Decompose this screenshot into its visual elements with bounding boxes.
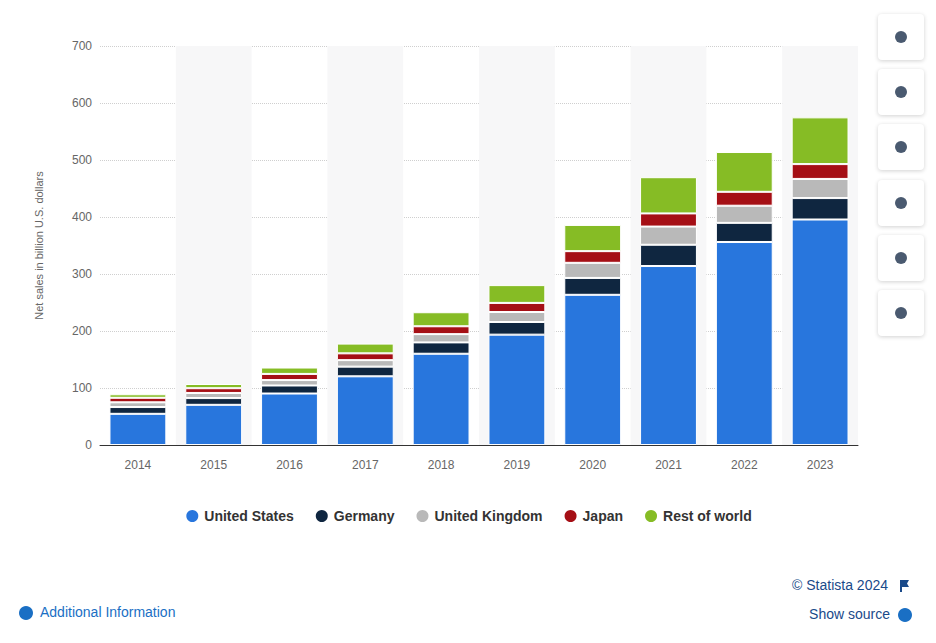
svg-text:2014: 2014 [125,458,152,472]
svg-text:Additional Information: Additional Information [40,604,175,620]
svg-text:United States: United States [204,508,294,524]
svg-text:2021: 2021 [655,458,682,472]
svg-text:United Kingdom: United Kingdom [434,508,542,524]
svg-text:600: 600 [72,96,92,110]
svg-text:2020: 2020 [579,458,606,472]
svg-text:2019: 2019 [504,458,531,472]
svg-text:2018: 2018 [428,458,455,472]
svg-text:0: 0 [85,438,92,452]
svg-text:700: 700 [72,39,92,53]
svg-text:Rest of world: Rest of world [663,508,752,524]
svg-text:100: 100 [72,381,92,395]
svg-text:400: 400 [72,210,92,224]
svg-text:2023: 2023 [807,458,834,472]
svg-text:Germany: Germany [334,508,395,524]
svg-text:2022: 2022 [731,458,758,472]
svg-text:500: 500 [72,153,92,167]
svg-text:Show source: Show source [809,606,890,622]
svg-text:2015: 2015 [200,458,227,472]
svg-text:Net sales in billion U.S. doll: Net sales in billion U.S. dollars [33,171,45,320]
svg-text:2017: 2017 [352,458,379,472]
svg-text:300: 300 [72,267,92,281]
svg-text:© Statista 2024: © Statista 2024 [792,577,888,593]
svg-text:2016: 2016 [276,458,303,472]
svg-text:200: 200 [72,324,92,338]
svg-text:Japan: Japan [583,508,623,524]
